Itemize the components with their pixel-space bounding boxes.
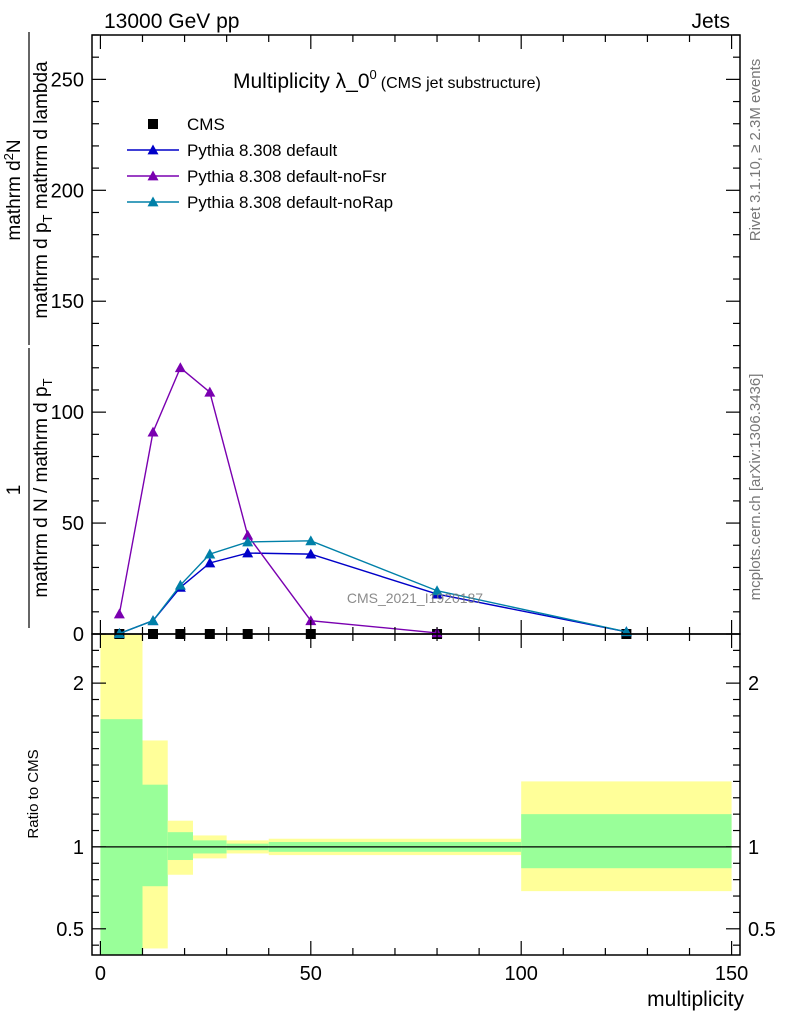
- header-right: Jets: [691, 10, 730, 33]
- ylabel-den: mathrm d pT mathrm d lambda: [31, 61, 55, 319]
- series-3-point-3: [204, 548, 216, 559]
- main-ytick-label: 100: [51, 402, 84, 424]
- mcplots-label: mcplots.cern.ch [arXiv:1306.3436]: [747, 374, 764, 601]
- ratio-band-green-1: [142, 784, 168, 887]
- series-2-point-1: [147, 426, 159, 437]
- header-left: 13000 GeV pp: [104, 10, 239, 33]
- title-main: Multiplicity λ_0: [233, 70, 370, 93]
- x-axis-label: multiplicity: [647, 988, 744, 1011]
- series-3-point-0: [113, 628, 125, 638]
- ylabel-prefix-num: 1: [4, 485, 25, 496]
- xtick-label: 50: [300, 963, 322, 985]
- series-1-point-5: [305, 548, 317, 559]
- main-ytick-label: 150: [51, 291, 84, 313]
- main-ytick-label: 0: [73, 624, 84, 646]
- rivet-label: Rivet 3.1.10, ≥ 2.3M events: [747, 59, 764, 242]
- ratio-bands: [92, 634, 740, 955]
- series-3-point-4: [242, 536, 254, 547]
- legend-label-3: Pythia 8.308 default-noRap: [187, 193, 393, 212]
- series-3-point-6: [431, 585, 443, 596]
- ratio-ylabel: Ratio to CMS: [25, 749, 42, 838]
- series-3-point-5: [305, 535, 317, 546]
- main-ytick-label: 50: [62, 513, 84, 535]
- axis-ticks: [92, 34, 740, 955]
- ratio-band-green-2: [167, 832, 193, 861]
- series-1-point-4: [242, 547, 254, 558]
- title-sup: 0: [370, 67, 377, 82]
- series-2-point-0: [113, 608, 125, 619]
- ratio-band-green-6: [521, 814, 732, 869]
- ylabel-prefix-den: mathrm d N / mathrm d pT: [31, 378, 55, 597]
- ratio-ytick-label-left: 2: [73, 673, 84, 695]
- xtick-label: 150: [715, 963, 748, 985]
- series-3-point-1: [147, 615, 159, 626]
- series-line-3: [119, 540, 627, 635]
- main-ylabel: 1 mathrm d N / mathrm d pT mathrm d2N ma…: [1, 32, 55, 628]
- ratio-ytick-label-right: 0.5: [748, 919, 776, 941]
- legend-label-0: CMS: [187, 115, 225, 134]
- plot-title: Multiplicity λ_00 (CMS jet substructure): [233, 67, 541, 93]
- xtick-label: 100: [505, 963, 538, 985]
- series-2-point-3: [204, 386, 216, 397]
- series-2-point-4: [242, 529, 254, 540]
- xtick-label: 0: [95, 963, 106, 985]
- legend-label-2: Pythia 8.308 default-noFsr: [187, 167, 387, 186]
- ylabel-num: mathrm d2N: [1, 139, 25, 240]
- analysis-watermark: CMS_2021_I1920187: [347, 590, 483, 606]
- legend-marker-3: [147, 196, 159, 207]
- series-1-point-3: [204, 557, 216, 568]
- ratio-ytick-label-left: 0.5: [56, 919, 84, 941]
- main-ytick-label: 250: [51, 69, 84, 91]
- legend-marker-1: [147, 144, 159, 155]
- series-3-point-2: [174, 579, 186, 590]
- legend-label-1: Pythia 8.308 default: [187, 141, 338, 160]
- ratio-ytick-label-left: 1: [73, 837, 84, 859]
- title-subtitle: (CMS jet substructure): [381, 75, 541, 92]
- main-ytick-label: 200: [51, 180, 84, 202]
- ratio-frame: [91, 633, 741, 956]
- tick-labels: 0 50 100 150 200 250 0.5 0.5 1 1 2 2 0 50 100 150: [51, 69, 776, 985]
- ratio-ytick-label-right: 1: [748, 837, 759, 859]
- legend-marker-0: [148, 119, 158, 129]
- legend: CMS Pythia 8.308 default Pythia 8.308 defa…: [127, 115, 393, 212]
- series-2-point-2: [174, 362, 186, 373]
- ratio-ytick-label-right: 2: [748, 673, 759, 695]
- legend-marker-2: [147, 170, 159, 181]
- ratio-band-green-0: [100, 719, 143, 955]
